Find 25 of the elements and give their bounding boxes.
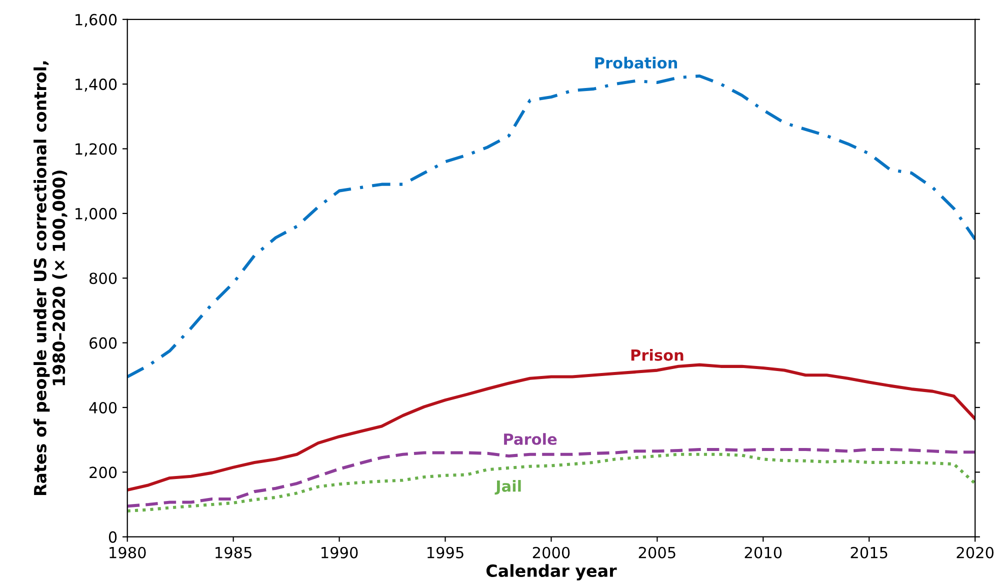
- y-tick-label: 1,200: [76, 143, 117, 156]
- y-tick-label: 1,000: [76, 208, 117, 222]
- series-label: Parole: [504, 433, 557, 445]
- y-tick-label: 800: [90, 272, 117, 284]
- x-tick-label: 2015: [850, 546, 888, 558]
- x-tick-label: 1990: [322, 546, 358, 558]
- x-tick-label: 2020: [956, 546, 994, 558]
- series-label: Prison: [631, 349, 684, 361]
- x-tick-label: 2010: [744, 546, 782, 558]
- y-tick-label: 600: [90, 337, 117, 349]
- x-tick-label: 1995: [428, 546, 464, 558]
- x-tick-label: 1980: [110, 546, 146, 558]
- series-label: Jail: [494, 480, 521, 495]
- x-axis-title: Calendar year: [486, 564, 617, 580]
- line-series: [127, 74, 976, 378]
- y-tick-label: 0: [108, 531, 117, 543]
- x-tick-label: 2000: [532, 546, 570, 558]
- y-tick-label: 1,400: [76, 78, 117, 92]
- x-tick-label: 1985: [216, 546, 252, 558]
- y-axis-title: Rates of people under US correctional control, 1980–2020 (× 100,000): [34, 61, 68, 496]
- x-tick-label: 2005: [638, 546, 676, 558]
- y-tick-label: 400: [89, 402, 117, 414]
- y-tick-label: 200: [90, 466, 117, 478]
- series-label: Probation: [595, 56, 678, 69]
- y-tick-label: 1,600: [76, 14, 117, 27]
